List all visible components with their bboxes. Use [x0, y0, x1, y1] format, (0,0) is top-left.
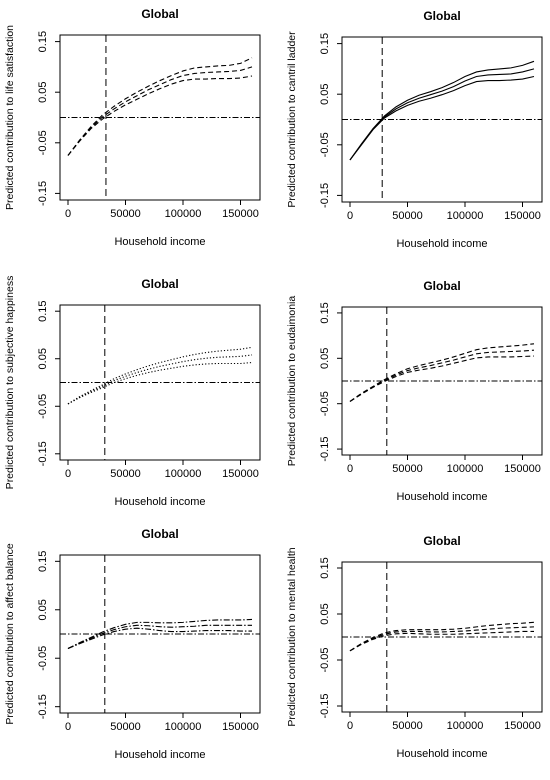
x-axis-label: Household income — [114, 496, 205, 508]
y-tick-label: 0.05 — [37, 81, 49, 102]
chart-panel-3: Global 0 50000 100000 150000 -0.15 -0.05 0.05 0.… — [4, 276, 261, 508]
y-tick-label: 0.05 — [319, 603, 331, 624]
y-tick-label: 0.05 — [37, 599, 49, 620]
x-tick-label: 150000 — [504, 720, 541, 732]
chart-title: Global — [423, 279, 460, 293]
y-tick-label: -0.15 — [319, 183, 331, 208]
chart-panel-2: Global 0 50000 100000 150000 -0.15 -0.05 0.05 0.… — [286, 9, 543, 250]
y-tick-label: -0.05 — [37, 646, 49, 671]
series-line-1 — [349, 343, 535, 402]
x-tick-label: 50000 — [392, 463, 423, 475]
x-tick-label: 150000 — [504, 210, 541, 222]
y-tick-label: -0.05 — [319, 647, 331, 672]
chart-title: Global — [141, 527, 178, 541]
chart-title: Global — [141, 7, 178, 21]
y-tick-label: 0.15 — [37, 31, 49, 52]
x-tick-label: 0 — [65, 721, 71, 733]
x-tick-label: 50000 — [110, 208, 141, 220]
chart-panel-4: Global 0 50000 100000 150000 -0.15 -0.05 0.05 0.… — [286, 279, 543, 503]
x-tick-label: 150000 — [222, 468, 259, 480]
series-line-2 — [349, 626, 535, 652]
x-axis-label: Household income — [396, 748, 487, 760]
y-tick-label: 0.15 — [319, 33, 331, 54]
x-tick-label: 100000 — [165, 468, 202, 480]
x-tick-label: 0 — [347, 463, 353, 475]
x-tick-label: 100000 — [165, 721, 202, 733]
series-line-3 — [349, 630, 534, 652]
chart-title: Global — [141, 277, 178, 291]
x-tick-label: 50000 — [392, 210, 423, 222]
plot-area — [60, 555, 260, 713]
chart-panel-1: Global 0 50000 100000 150000 -0.15 -0.05 0.05 0.… — [4, 7, 261, 248]
series-line-2 — [349, 68, 535, 161]
y-tick-label: 0.05 — [37, 348, 49, 369]
y-axis-label: Predicted contribution to life satisfact… — [4, 25, 16, 210]
y-axis-label: Predicted contribution to subjective hap… — [4, 276, 16, 490]
chart-panel-6: Global 0 50000 100000 150000 -0.15 -0.05 0.05 0.… — [286, 534, 543, 760]
x-tick-label: 0 — [65, 468, 71, 480]
series-line-2 — [349, 349, 535, 402]
y-tick-label: -0.15 — [37, 441, 49, 466]
y-tick-label: -0.05 — [319, 132, 331, 157]
y-tick-label: 0.15 — [37, 300, 49, 321]
x-tick-label: 0 — [347, 720, 353, 732]
plot-area — [60, 305, 260, 460]
series-line-3 — [67, 361, 253, 405]
x-tick-label: 100000 — [447, 463, 484, 475]
x-tick-label: 50000 — [392, 720, 423, 732]
plot-area — [342, 37, 542, 202]
x-tick-label: 0 — [65, 208, 71, 220]
y-axis-label: Predicted contribution to eudaimonia — [286, 296, 298, 467]
x-tick-label: 150000 — [504, 463, 541, 475]
y-tick-label: -0.05 — [37, 130, 49, 155]
chart-title: Global — [423, 9, 460, 23]
x-axis-label: Household income — [396, 491, 487, 503]
plot-area — [342, 307, 542, 455]
x-tick-label: 0 — [347, 210, 353, 222]
y-tick-label: 0.05 — [319, 83, 331, 104]
y-axis-label: Predicted contribution to mental health — [286, 547, 298, 726]
x-axis-label: Household income — [114, 236, 205, 248]
x-tick-label: 100000 — [447, 210, 484, 222]
chart-panel-5: Global 0 50000 100000 150000 -0.15 -0.05 0.05 0.… — [4, 527, 261, 761]
y-tick-label: 0.05 — [319, 348, 331, 369]
x-tick-label: 50000 — [110, 721, 141, 733]
x-tick-label: 150000 — [222, 208, 259, 220]
plot-area — [342, 562, 542, 712]
x-tick-label: 50000 — [110, 468, 141, 480]
y-tick-label: -0.05 — [37, 394, 49, 419]
y-tick-label: 0.15 — [37, 551, 49, 572]
series-line-3 — [349, 75, 535, 161]
x-tick-label: 100000 — [447, 720, 484, 732]
y-axis-label: Predicted contribution to affect balance — [4, 543, 16, 725]
series-line-2 — [67, 354, 253, 405]
y-tick-label: -0.15 — [37, 181, 49, 206]
x-tick-label: 100000 — [165, 208, 202, 220]
series-line-1 — [349, 60, 535, 161]
y-tick-label: -0.15 — [319, 693, 331, 718]
y-tick-label: -0.15 — [37, 694, 49, 719]
series-line-2 — [67, 624, 252, 650]
series-line-1 — [67, 57, 253, 156]
x-axis-label: Household income — [114, 749, 205, 761]
series-line-3 — [67, 627, 252, 650]
y-tick-label: -0.05 — [319, 391, 331, 416]
series-line-3 — [67, 75, 253, 156]
chart-title: Global — [423, 534, 460, 548]
y-tick-label: 0.15 — [319, 557, 331, 578]
series-line-1 — [67, 618, 253, 650]
y-axis-label: Predicted contribution to cantril ladder — [286, 31, 298, 208]
x-axis-label: Household income — [396, 238, 487, 250]
series-line-3 — [349, 355, 535, 402]
x-tick-label: 150000 — [222, 721, 259, 733]
y-tick-label: 0.15 — [319, 302, 331, 323]
series-line-1 — [67, 346, 253, 405]
plot-area — [60, 35, 260, 200]
y-tick-label: -0.15 — [319, 437, 331, 462]
series-line-1 — [349, 621, 535, 652]
